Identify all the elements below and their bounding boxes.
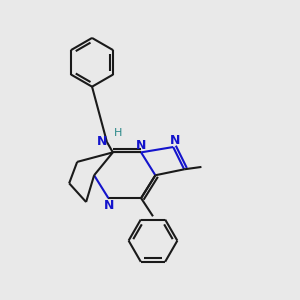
Text: H: H: [114, 128, 122, 138]
Text: N: N: [169, 134, 180, 147]
Text: N: N: [136, 139, 146, 152]
Text: N: N: [97, 136, 108, 148]
Text: N: N: [104, 199, 114, 212]
